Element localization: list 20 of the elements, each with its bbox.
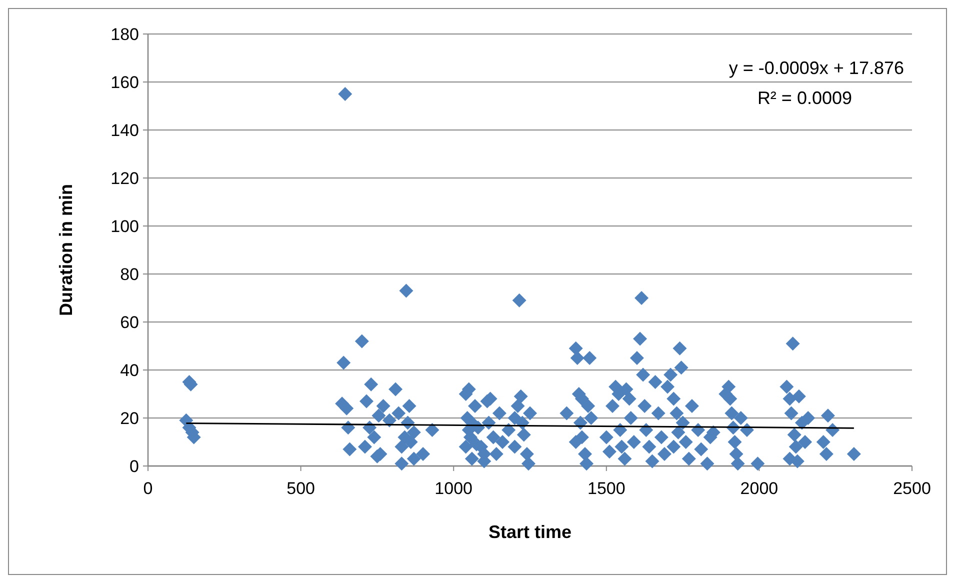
y-tick-label: 60 — [120, 312, 139, 332]
x-tick-label: 500 — [286, 479, 315, 498]
y-tick-label: 140 — [110, 120, 139, 140]
annotation: y = -0.0009x + 17.876 — [728, 58, 904, 78]
y-axis-title: Duration in min — [56, 184, 76, 316]
y-tick-label: 160 — [110, 72, 139, 92]
annotation: R² = 0.0009 — [757, 88, 852, 108]
y-tick-label: 80 — [120, 264, 139, 284]
y-tick-label: 40 — [120, 360, 139, 380]
x-tick-label: 1500 — [587, 479, 626, 498]
y-tick-label: 100 — [110, 216, 139, 236]
x-tick-label: 2500 — [893, 479, 931, 498]
x-axis-title: Start time — [488, 522, 572, 542]
y-tick-label: 180 — [110, 24, 139, 44]
y-tick-label: 0 — [130, 456, 139, 476]
y-tick-label: 20 — [120, 408, 139, 428]
x-tick-label: 2000 — [740, 479, 778, 498]
x-tick-label: 0 — [143, 479, 153, 498]
y-tick-label: 120 — [110, 168, 139, 188]
x-tick-label: 1000 — [434, 479, 473, 498]
